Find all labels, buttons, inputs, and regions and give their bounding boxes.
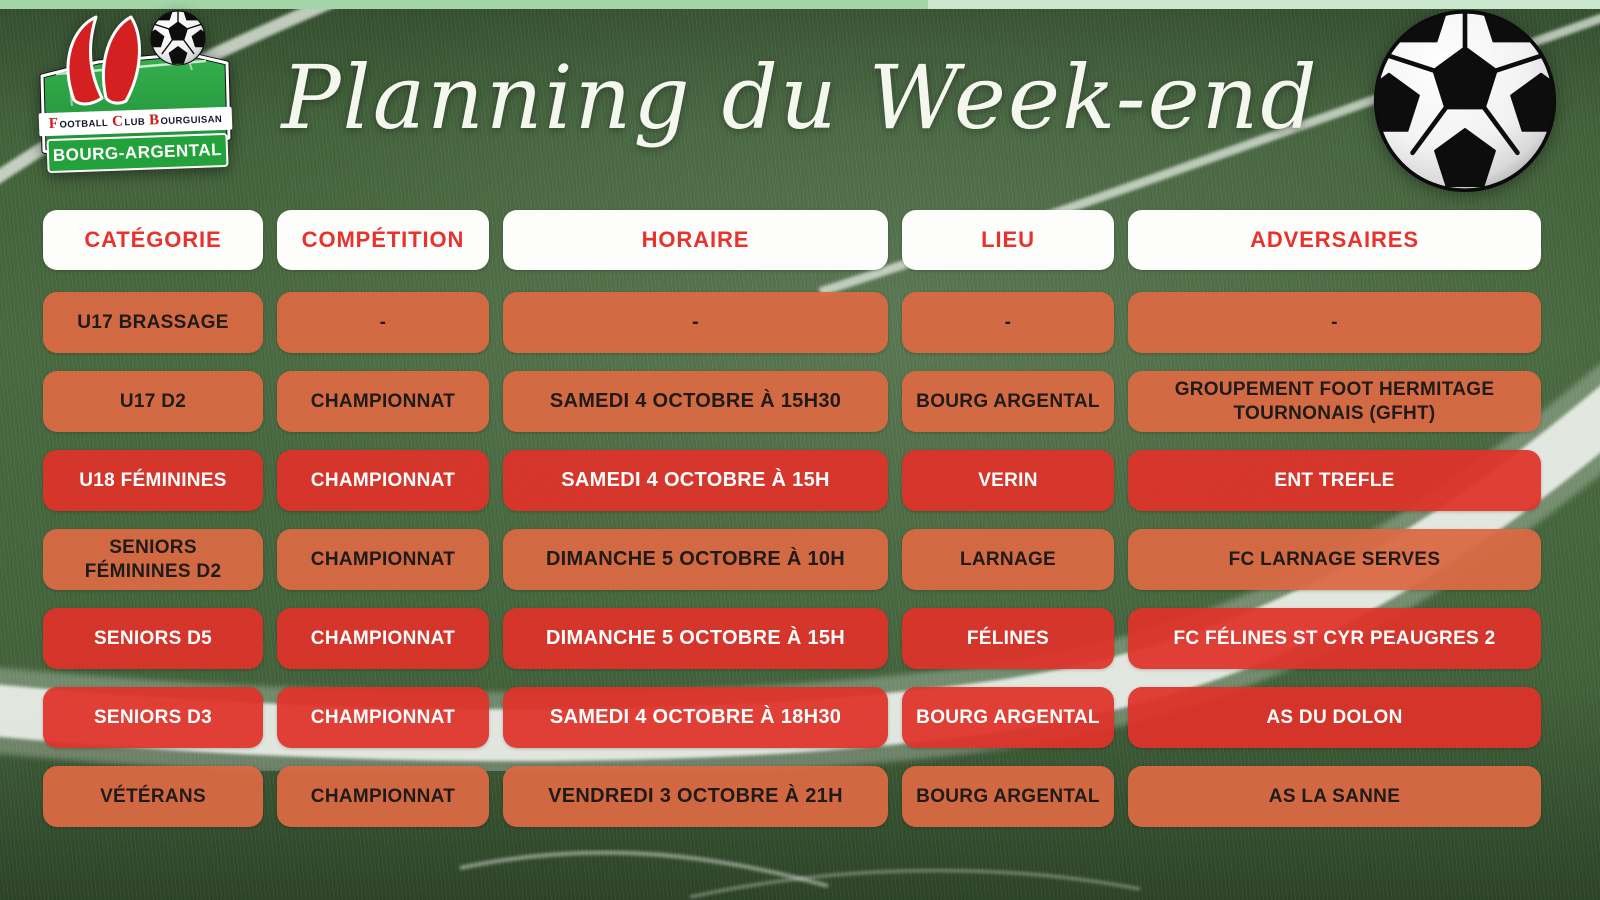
cell-horaire: DIMANCHE 5 OCTOBRE À 15H [503,608,888,669]
table-row: U17 BRASSAGE - - - - [43,292,1541,353]
cell-horaire: DIMANCHE 5 OCTOBRE À 10H [503,529,888,590]
cell-competition: CHAMPIONNAT [277,529,489,590]
cell-adversaires: - [1128,292,1541,353]
cell-categorie: SENIORS D3 [43,687,263,748]
cell-categorie: VÉTÉRANS [43,766,263,827]
cell-competition: CHAMPIONNAT [277,766,489,827]
cell-horaire: VENDREDI 3 OCTOBRE À 21H [503,766,888,827]
top-strip-right [928,0,1600,9]
club-logo-art [39,10,232,166]
red-ribbon-icon [66,15,141,106]
table-row: U18 FÉMININES CHAMPIONNAT SAMEDI 4 OCTOB… [43,450,1541,511]
cell-lieu: FÉLINES [902,608,1114,669]
cell-categorie: SENIORS FÉMININES D2 [43,529,263,590]
cell-adversaires: FC FÉLINES ST CYR PEAUGRES 2 [1128,608,1541,669]
page-title: Planning du Week-end [281,45,1319,149]
table-row: VÉTÉRANS CHAMPIONNAT VENDREDI 3 OCTOBRE … [43,766,1541,827]
soccer-ball-icon [1372,8,1558,194]
cell-categorie: U18 FÉMININES [43,450,263,511]
cell-lieu: BOURG ARGENTAL [902,766,1114,827]
cell-adversaires: AS LA SANNE [1128,766,1541,827]
top-strip [0,0,1600,9]
club-logo: FOOTBALL CLUB BOURGUISAN BOURG-ARGENTAL [38,10,234,196]
cell-adversaires: FC LARNAGE SERVES [1128,529,1541,590]
cell-categorie: U17 BRASSAGE [43,292,263,353]
top-strip-left [0,0,928,9]
club-name-word2: CLUB [111,113,146,130]
table-row: SENIORS FÉMININES D2 CHAMPIONNAT DIMANCH… [43,529,1541,590]
cell-competition: CHAMPIONNAT [277,371,489,432]
table-row: SENIORS D5 CHAMPIONNAT DIMANCHE 5 OCTOBR… [43,608,1541,669]
club-name-word3: BOURGUISAN [148,112,223,129]
cell-lieu: VERIN [902,450,1114,511]
header-horaire: HORAIRE [503,210,888,270]
cell-horaire: SAMEDI 4 OCTOBRE À 18H30 [503,687,888,748]
cell-horaire: - [503,292,888,353]
cell-lieu: LARNAGE [902,529,1114,590]
cell-horaire: SAMEDI 4 OCTOBRE À 15H30 [503,371,888,432]
club-name-word1: FOOTBALL [48,115,109,133]
cell-competition: CHAMPIONNAT [277,450,489,511]
cell-adversaires: GROUPEMENT FOOT HERMITAGE TOURNONAIS (GF… [1128,371,1541,432]
cell-adversaires: AS DU DOLON [1128,687,1541,748]
cell-adversaires: ENT TREFLE [1128,450,1541,511]
cell-horaire: SAMEDI 4 OCTOBRE À 15H [503,450,888,511]
cell-competition: CHAMPIONNAT [277,608,489,669]
cell-lieu: BOURG ARGENTAL [902,687,1114,748]
cell-competition: - [277,292,489,353]
header-competition: COMPÉTITION [277,210,489,270]
cell-competition: CHAMPIONNAT [277,687,489,748]
cell-categorie: SENIORS D5 [43,608,263,669]
cell-lieu: BOURG ARGENTAL [902,371,1114,432]
header-adversaires: ADVERSAIRES [1128,210,1541,270]
club-city-band: BOURG-ARGENTAL [46,132,229,174]
header-categorie: CATÉGORIE [43,210,263,270]
table-header-row: CATÉGORIE COMPÉTITION HORAIRE LIEU ADVER… [43,210,1541,270]
header-lieu: LIEU [902,210,1114,270]
table-row: U17 D2 CHAMPIONNAT SAMEDI 4 OCTOBRE À 15… [43,371,1541,432]
planning-table: CATÉGORIE COMPÉTITION HORAIRE LIEU ADVER… [43,210,1541,845]
cell-lieu: - [902,292,1114,353]
table-row: SENIORS D3 CHAMPIONNAT SAMEDI 4 OCTOBRE … [43,687,1541,748]
cell-categorie: U17 D2 [43,371,263,432]
